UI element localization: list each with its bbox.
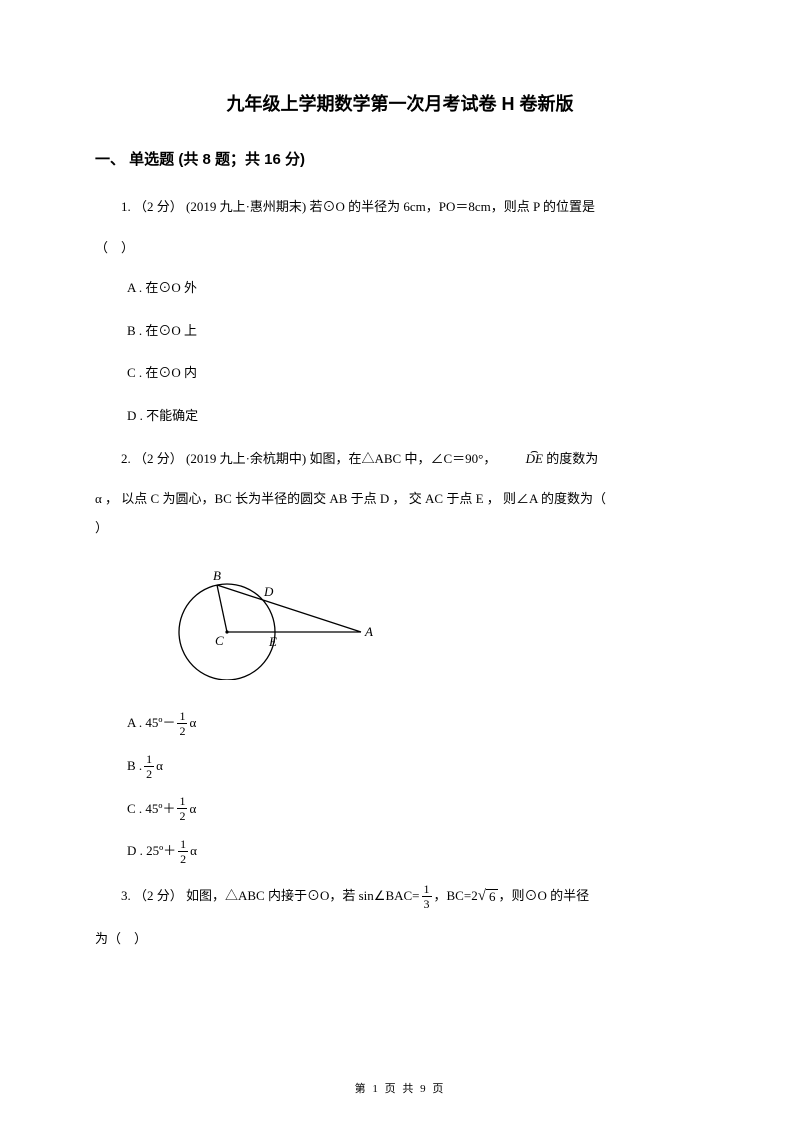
- q3-text-d: 为（ ）: [95, 925, 705, 954]
- q1-opt-d: D . 不能确定: [127, 402, 705, 431]
- page-footer: 第 1 页 共 9 页: [0, 1080, 800, 1096]
- question-3: 3. （2 分） 如图，△ABC 内接于⊙O，若 sin∠BAC= 1 3 ，B…: [95, 880, 705, 913]
- q1-text-a: 1. （2 分） (2019 九上·惠州期末) 若⊙O 的半径为 6cm，PO＝…: [121, 199, 595, 214]
- q3-text-c: ，则⊙O 的半径: [498, 882, 589, 911]
- q2-text-a: 2. （2 分） (2019 九上·余杭期中) 如图，在△ABC 中，∠C＝90…: [121, 451, 496, 466]
- section-header: 一、 单选题 (共 8 题；共 16 分): [95, 148, 705, 169]
- q2-opt-c-pre: C . 45º＋: [127, 795, 175, 824]
- q1-opt-c: C . 在⊙O 内: [127, 359, 705, 388]
- sqrt-icon: √ 6: [478, 880, 499, 913]
- frac-icon: 1 2: [177, 710, 187, 737]
- q2-opt-d: D . 25º＋ 1 2 α: [127, 837, 705, 866]
- frac-num: 1: [177, 795, 187, 809]
- q2-opt-b: B . 1 2 α: [127, 752, 705, 781]
- circle-diagram: B D E A C: [155, 560, 375, 680]
- sqrt-symbol: √: [478, 880, 486, 913]
- frac-num: 1: [144, 753, 154, 767]
- frac-icon: 1 2: [177, 795, 187, 822]
- frac-den: 2: [177, 809, 187, 822]
- q2-opt-c: C . 45º＋ 1 2 α: [127, 795, 705, 824]
- frac-icon: 1 2: [178, 838, 188, 865]
- q1-text-b: （ ）: [95, 234, 705, 263]
- q3-text-a: 3. （2 分） 如图，△ABC 内接于⊙O，若 sin∠BAC=: [121, 882, 420, 911]
- frac-num: 1: [422, 883, 432, 897]
- svg-text:D: D: [263, 584, 274, 599]
- svg-text:A: A: [364, 624, 373, 639]
- frac-num: 1: [178, 838, 188, 852]
- frac-icon: 1 2: [144, 753, 154, 780]
- q2-opt-c-post: α: [189, 795, 196, 824]
- frac-num: 1: [177, 710, 187, 724]
- frac-den: 2: [177, 724, 187, 737]
- svg-text:B: B: [213, 568, 221, 583]
- frac-icon: 1 3: [422, 883, 432, 910]
- q2-options: A . 45º－ 1 2 α B . 1 2 α C . 45º＋ 1 2 α: [127, 709, 705, 865]
- q2-opt-a: A . 45º－ 1 2 α: [127, 709, 705, 738]
- q1-options: A . 在⊙O 外 B . 在⊙O 上 C . 在⊙O 内 D . 不能确定: [127, 274, 705, 430]
- q2-opt-b-post: α: [156, 752, 163, 781]
- q2-opt-d-post: α: [190, 837, 197, 866]
- arc-de: DE: [500, 445, 543, 474]
- frac-den: 3: [422, 897, 432, 910]
- question-1: 1. （2 分） (2019 九上·惠州期末) 若⊙O 的半径为 6cm，PO＝…: [95, 193, 705, 222]
- q1-opt-a: A . 在⊙O 外: [127, 274, 705, 303]
- q2-text-d: ）: [95, 514, 705, 543]
- frac-den: 2: [178, 852, 188, 865]
- q2-figure: B D E A C: [155, 560, 705, 685]
- q2-text-b: 的度数为: [546, 451, 598, 466]
- question-2: 2. （2 分） (2019 九上·余杭期中) 如图，在△ABC 中，∠C＝90…: [95, 445, 705, 474]
- svg-text:E: E: [268, 634, 277, 649]
- q2-opt-d-pre: D . 25º＋: [127, 837, 176, 866]
- q1-opt-b: B . 在⊙O 上: [127, 317, 705, 346]
- q2-opt-b-pre: B .: [127, 752, 142, 781]
- sqrt-body: 6: [486, 889, 499, 904]
- q2-text-c: α ， 以点 C 为圆心，BC 长为半径的圆交 AB 于点 D ， 交 AC 于…: [95, 485, 705, 514]
- frac-den: 2: [144, 767, 154, 780]
- q2-opt-a-post: α: [189, 709, 196, 738]
- svg-text:C: C: [215, 633, 224, 648]
- page-title: 九年级上学期数学第一次月考试卷 H 卷新版: [95, 90, 705, 116]
- q2-opt-a-pre: A . 45º－: [127, 709, 175, 738]
- q3-text-b: ，BC=2: [434, 882, 478, 911]
